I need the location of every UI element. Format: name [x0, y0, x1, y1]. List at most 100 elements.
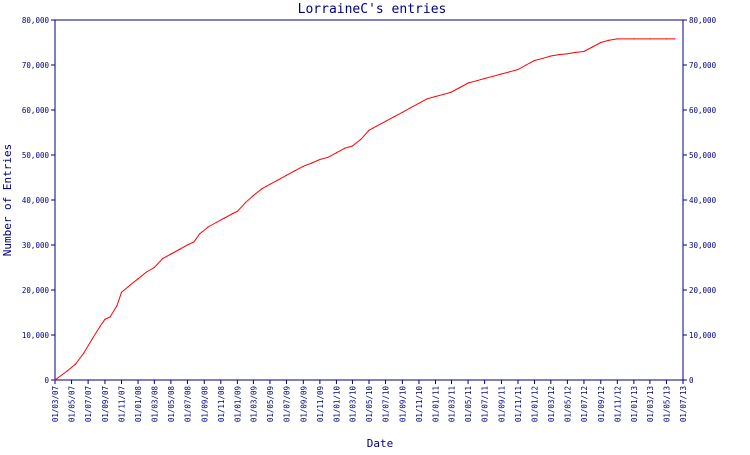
data-point: [74, 363, 76, 365]
x-tick-label: 01/07/08: [183, 386, 192, 423]
x-tick-label: 01/05/07: [68, 386, 77, 422]
y-tick-label-right: 0: [689, 376, 694, 385]
data-point: [608, 39, 610, 41]
data-point: [450, 91, 453, 93]
data-point: [344, 147, 346, 149]
data-point: [137, 278, 139, 280]
x-tick-label: 01/03/12: [547, 386, 556, 422]
data-point: [533, 59, 536, 62]
x-tick-label: 01/05/08: [167, 386, 176, 423]
plot-frame: [54, 19, 684, 381]
data-point: [434, 95, 437, 98]
x-tick-label: 01/05/11: [464, 386, 473, 422]
data-point: [153, 266, 155, 269]
data-point: [116, 305, 118, 307]
x-tick-label: 01/11/11: [514, 386, 523, 422]
x-tick-label: 01/07/10: [382, 386, 391, 423]
data-point: [409, 107, 412, 109]
y-tick-label-left: 20,000: [22, 286, 50, 295]
data-point: [66, 370, 68, 372]
x-tick-label: 01/03/11: [448, 386, 457, 422]
data-point: [542, 57, 544, 59]
data-point: [351, 145, 353, 147]
x-tick-label: 01/11/08: [217, 386, 226, 423]
x-tick-label: 01/07/07: [84, 386, 93, 422]
x-tick-label: 01/05/12: [563, 386, 572, 422]
data-point: [91, 338, 93, 341]
x-tick-label: 01/01/08: [134, 386, 143, 423]
x-tick-label: 01/01/12: [531, 386, 540, 422]
y-tick-label-right: 50,000: [689, 151, 717, 160]
x-tick-label: 01/01/10: [332, 386, 341, 423]
data-point: [294, 170, 296, 172]
data-point: [129, 284, 131, 287]
data-point: [600, 41, 602, 44]
data-point: [162, 257, 164, 260]
x-tick-label: 01/09/07: [101, 386, 110, 422]
data-point: [558, 54, 560, 56]
data-point: [550, 55, 552, 57]
data-point: [245, 201, 247, 203]
y-tick-label-left: 70,000: [22, 61, 50, 70]
data-point: [215, 221, 217, 224]
x-tick-label: 01/11/12: [613, 386, 622, 422]
x-tick-label: 01/03/09: [249, 386, 258, 422]
data-point: [665, 38, 668, 40]
data-point: [674, 38, 676, 40]
data-point: [193, 241, 195, 243]
data-point: [224, 217, 226, 219]
y-tick-label-right: 20,000: [689, 286, 717, 295]
y-tick-label-right: 30,000: [689, 241, 717, 250]
x-tick-label: 01/05/10: [365, 386, 374, 423]
y-tick-label-left: 60,000: [22, 106, 50, 115]
data-point: [104, 318, 106, 320]
data-point: [583, 50, 585, 53]
data-point: [252, 194, 254, 197]
x-tick-label: 01/03/07: [51, 386, 60, 422]
x-tick-label: 01/11/10: [415, 386, 424, 423]
series-line-0: [54, 38, 675, 381]
series-group: [54, 38, 676, 381]
data-point: [492, 75, 494, 77]
x-tick-label: 01/09/10: [398, 386, 407, 423]
x-tick-label: 01/01/13: [630, 386, 639, 422]
data-point: [335, 152, 337, 154]
y-tick-label-left: 80,000: [22, 16, 50, 25]
x-tick-label: 01/03/08: [150, 386, 159, 423]
data-point: [285, 174, 288, 176]
data-point: [207, 226, 209, 228]
y-tick-label-right: 80,000: [689, 16, 717, 25]
data-point: [109, 316, 111, 318]
data-point: [261, 188, 263, 190]
data-point: [83, 352, 85, 354]
data-point: [616, 38, 618, 40]
x-tick-label: 01/03/10: [348, 386, 357, 423]
x-tick-label: 01/07/11: [481, 386, 490, 422]
data-point: [575, 51, 577, 54]
data-point: [467, 82, 469, 84]
data-point: [277, 179, 279, 181]
data-point: [269, 183, 271, 185]
data-point: [120, 291, 123, 293]
data-point: [401, 111, 403, 113]
y-tick-label-right: 10,000: [689, 331, 717, 340]
data-point: [376, 125, 378, 127]
data-point: [186, 244, 188, 246]
x-tick-label: 01/09/09: [299, 386, 308, 422]
y-tick-label-right: 70,000: [689, 61, 717, 70]
data-point: [54, 379, 56, 381]
y-tick-label-left: 40,000: [22, 196, 50, 205]
y-tick-label-right: 60,000: [689, 106, 717, 115]
y-tick-label-left: 50,000: [22, 151, 50, 160]
data-point: [517, 68, 519, 71]
data-point: [509, 71, 511, 73]
x-tick-label: 01/09/11: [497, 386, 506, 422]
data-point: [170, 253, 172, 255]
data-point: [475, 80, 478, 82]
x-tick-label: 01/11/07: [117, 386, 126, 422]
data-point: [99, 325, 101, 327]
x-tick-label: 01/09/12: [597, 386, 606, 422]
data-point: [145, 271, 148, 273]
x-tick-label: 01/07/13: [679, 386, 688, 422]
data-point: [236, 210, 238, 212]
